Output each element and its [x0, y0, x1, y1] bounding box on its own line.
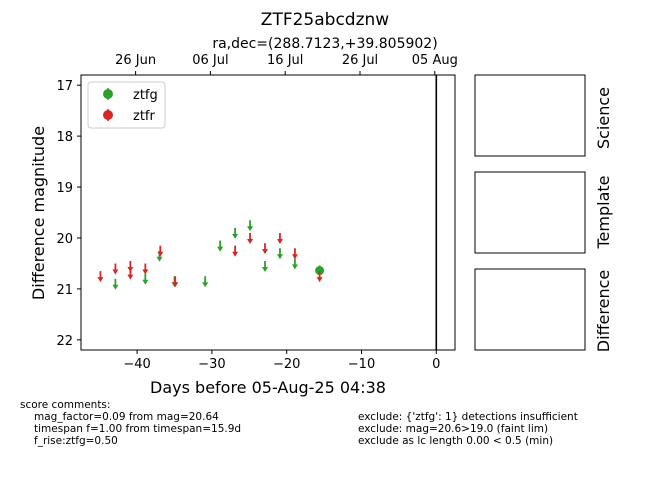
exclude-comments: exclude: {'ztfg': 1} detections insuffic… [358, 411, 578, 447]
difference-panel-label: Difference [594, 270, 613, 352]
difference-panel [474, 268, 586, 351]
score-comment-line: mag_factor=0.09 from mag=20.64 [34, 411, 219, 423]
top-tick-label: 26 Jun [115, 53, 156, 68]
detection-marker-ztfg [315, 266, 325, 276]
upper-limit-marker-ztfg [217, 246, 224, 252]
upper-limit-marker-ztfr [172, 282, 179, 288]
y-tick-label: 20 [56, 232, 73, 247]
x-tick-label: −30 [198, 357, 225, 372]
template-panel [474, 171, 586, 254]
top-tick-label: 26 Jul [342, 53, 378, 68]
y-tick-label: 17 [56, 79, 73, 94]
y-axis-label: Difference magnitude [29, 126, 48, 300]
upper-limit-marker-ztfr [97, 277, 104, 283]
upper-limit-marker-ztfr [232, 251, 239, 257]
side-panels: Science Template Difference [474, 74, 613, 352]
upper-limit-marker-ztfg [112, 284, 119, 290]
upper-limit-marker-ztfr [157, 251, 164, 257]
upper-limit-marker-ztfr [247, 238, 254, 244]
upper-limit-marker-ztfg [247, 226, 254, 232]
upper-limit-marker-ztfr [291, 254, 298, 260]
upper-limit-marker-ztfr [127, 274, 134, 280]
top-tick-label: 06 Jul [192, 53, 228, 68]
template-panel-label: Template [594, 175, 613, 249]
top-tick-label: 05 Aug [412, 53, 458, 68]
upper-limit-marker-ztfr [262, 249, 269, 255]
legend-ztfr-marker [103, 110, 113, 120]
score-comment-line: f_rise:ztfg=0.50 [34, 435, 118, 447]
upper-limit-marker-ztfr [112, 269, 119, 275]
legend-ztfg-marker [103, 89, 113, 99]
upper-limit-marker-ztfg [291, 264, 298, 270]
score-comments-heading: score comments: [20, 399, 111, 411]
chart-subtitle: ra,dec=(288.7123,+39.805902) [212, 36, 437, 52]
upper-limit-marker-ztfr [276, 238, 283, 244]
y-tick-label: 18 [56, 130, 73, 145]
upper-limit-marker-ztfg [202, 282, 209, 288]
x-tick-label: −40 [123, 357, 150, 372]
y-tick-label: 22 [56, 334, 73, 349]
science-panel [474, 74, 586, 157]
plot-area: −40 −30 −20 −10 0 17 18 19 20 21 22 26 Jun 06 Jul 16 … [56, 53, 457, 372]
upper-limit-marker-ztfg [232, 233, 239, 239]
plot-frame [80, 74, 456, 351]
y-tick-label: 19 [56, 181, 73, 196]
exclude-line: exclude as lc length 0.00 < 0.5 (min) [358, 435, 554, 447]
score-comments: score comments: mag_factor=0.09 from mag… [20, 399, 241, 447]
science-panel-label: Science [594, 87, 613, 149]
exclude-line: exclude: {'ztfg': 1} detections insuffic… [358, 411, 578, 423]
x-tick-label: 0 [432, 357, 440, 372]
legend: ztfg ztfr [87, 81, 166, 129]
exclude-line: exclude: mag=20.6>19.0 (faint lim) [358, 423, 549, 435]
upper-limit-marker-ztfr [316, 277, 323, 283]
y-tick-label: 21 [56, 283, 73, 298]
upper-limit-marker-ztfg [276, 254, 283, 260]
upper-limit-marker-ztfg [156, 256, 163, 262]
x-axis-label: Days before 05-Aug-25 04:38 [150, 378, 386, 397]
top-tick-label: 16 Jul [267, 53, 303, 68]
x-tick-label: −10 [348, 357, 375, 372]
legend-ztfr-label: ztfr [133, 109, 155, 124]
x-tick-label: −20 [273, 357, 300, 372]
legend-ztfg-label: ztfg [133, 88, 158, 103]
chart-title: ZTF25abcdznw [261, 10, 389, 30]
score-comment-line: timespan f=1.00 from timespan=15.9d [34, 423, 242, 435]
upper-limit-marker-ztfg [262, 266, 269, 272]
upper-limit-marker-ztfg [142, 279, 149, 285]
upper-limit-marker-ztfr [142, 269, 149, 275]
